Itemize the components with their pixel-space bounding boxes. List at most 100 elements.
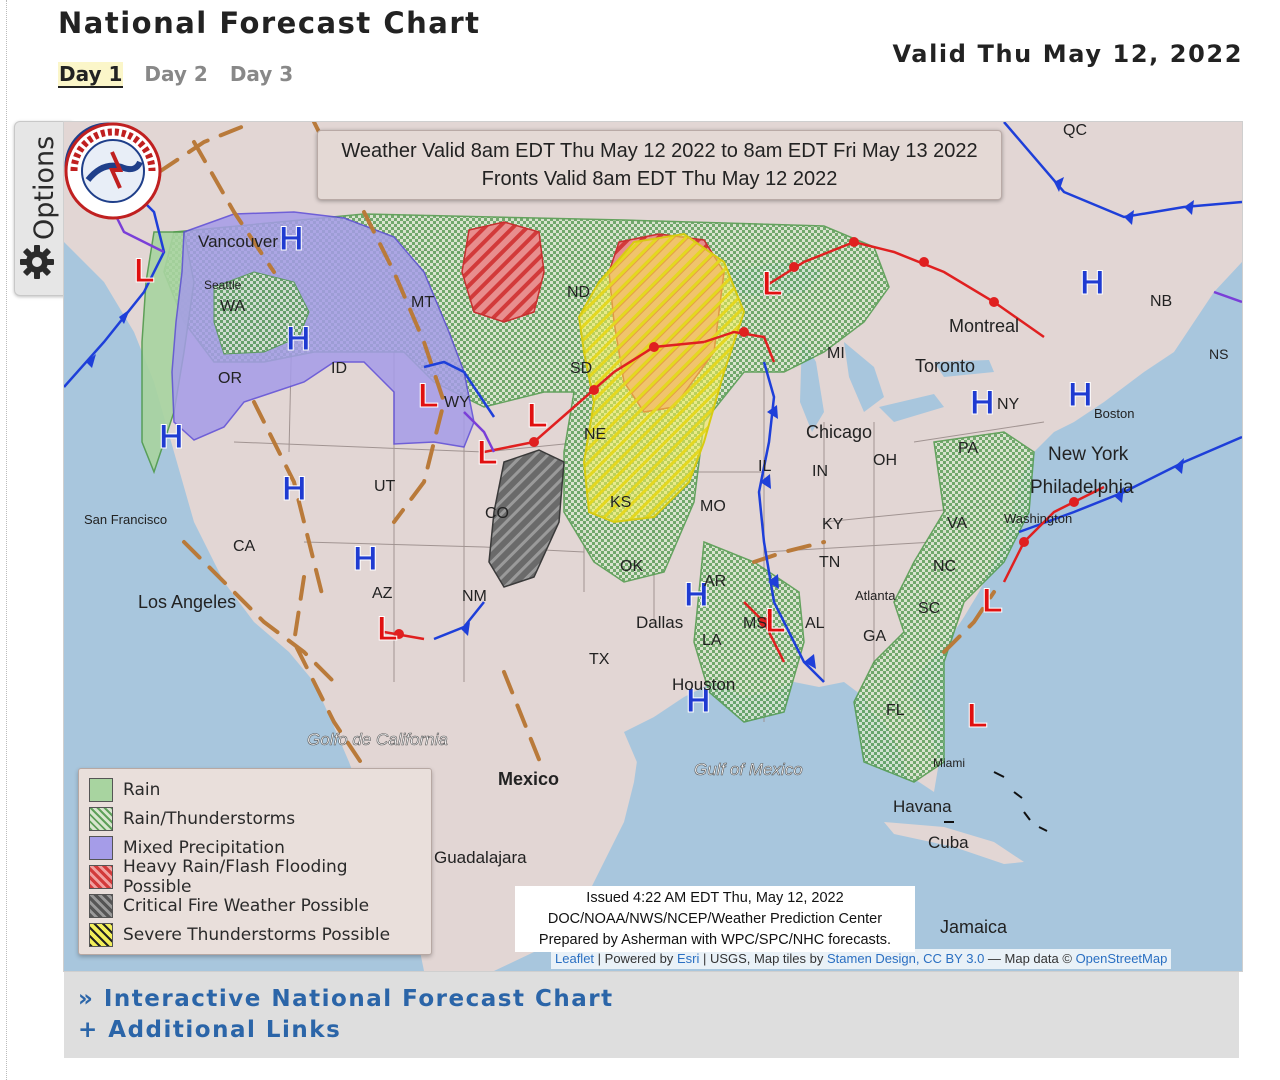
issued-box: Issued 4:22 AM EDT Thu, May 12, 2022 DOC… bbox=[515, 886, 915, 952]
label-ks: KS bbox=[610, 494, 632, 511]
validity-box: Weather Valid 8am EDT Thu May 12 2022 to… bbox=[317, 130, 1002, 200]
legend-item: Heavy Rain/Flash Flooding Possible bbox=[89, 857, 421, 897]
label-houston: Houston bbox=[672, 675, 736, 694]
label-dallas: Dallas bbox=[636, 613, 684, 632]
legend-swatch-fire-weather bbox=[89, 893, 113, 918]
label-ky: KY bbox=[822, 516, 844, 533]
map-legend: Rain Rain/Thunderstorms Mixed Precipitat… bbox=[78, 768, 432, 955]
legend-label: Mixed Precipitation bbox=[123, 837, 285, 858]
tab-day-3[interactable]: Day 3 bbox=[229, 62, 294, 86]
options-tab[interactable]: Options bbox=[14, 121, 72, 296]
label-ca: CA bbox=[233, 538, 256, 555]
label-ns: NS bbox=[1209, 346, 1229, 362]
attribution-usgs: | USGS, Map tiles by bbox=[702, 951, 824, 966]
label-co: CO bbox=[485, 505, 509, 522]
label-mi: MI bbox=[827, 345, 845, 362]
svg-text:L: L bbox=[762, 265, 783, 303]
label-wa: WA bbox=[220, 298, 246, 315]
links-bar: » Interactive National Forecast Chart + … bbox=[64, 972, 1239, 1058]
label-va: VA bbox=[947, 515, 968, 532]
label-ga: GA bbox=[863, 628, 887, 645]
tab-day-1[interactable]: Day 1 bbox=[58, 62, 124, 88]
label-havana: Havana bbox=[893, 797, 952, 816]
interactive-chart-link[interactable]: » Interactive National Forecast Chart bbox=[78, 986, 614, 1012]
label-sc: SC bbox=[918, 600, 941, 617]
label-toronto: Toronto bbox=[915, 356, 976, 376]
cc-link[interactable]: , CC BY 3.0 bbox=[915, 951, 985, 966]
valid-date-label: Valid Thu May 12, 2022 bbox=[892, 40, 1243, 68]
page-title: National Forecast Chart bbox=[58, 6, 481, 40]
label-sd: SD bbox=[570, 360, 593, 377]
additional-links-toggle[interactable]: + Additional Links bbox=[78, 1017, 342, 1043]
label-nd: ND bbox=[567, 284, 591, 301]
nws-logo bbox=[64, 122, 162, 220]
label-mt: MT bbox=[411, 294, 435, 311]
legend-item: Mixed Precipitation bbox=[89, 833, 421, 862]
tab-day-2[interactable]: Day 2 bbox=[144, 62, 208, 86]
label-philadelphia: Philadelphia bbox=[1030, 477, 1134, 498]
label-az: AZ bbox=[372, 585, 393, 602]
label-ne: NE bbox=[584, 426, 607, 443]
label-washington: Washington bbox=[1004, 511, 1073, 526]
gear-icon bbox=[20, 245, 54, 279]
legend-swatch-rain-thunderstorms bbox=[89, 806, 113, 831]
label-tn: TN bbox=[819, 554, 841, 571]
issued-time: Issued 4:22 AM EDT Thu, May 12, 2022 bbox=[586, 890, 844, 906]
label-in: IN bbox=[812, 463, 828, 480]
label-cuba: Cuba bbox=[928, 833, 969, 852]
esri-link[interactable]: Esri bbox=[676, 951, 700, 966]
label-ut: UT bbox=[374, 478, 396, 495]
svg-text:L: L bbox=[765, 602, 786, 640]
label-ok: OK bbox=[620, 558, 644, 575]
label-nc: NC bbox=[933, 558, 957, 575]
label-fl: FL bbox=[886, 702, 905, 719]
label-il: IL bbox=[758, 458, 772, 475]
legend-swatch-mixed-precip bbox=[89, 835, 113, 860]
legend-label: Rain/Thunderstorms bbox=[123, 808, 296, 829]
weather-valid-text: Weather Valid 8am EDT Thu May 12 2022 to… bbox=[341, 140, 978, 162]
label-san-francisco: San Francisco bbox=[84, 512, 168, 527]
page-left-rule bbox=[6, 0, 7, 1080]
svg-text:L: L bbox=[418, 377, 439, 415]
label-ny: NY bbox=[997, 396, 1020, 413]
svg-text:H: H bbox=[684, 576, 709, 614]
label-golfo-de-california: Golfo de California bbox=[307, 730, 448, 750]
options-label: Options bbox=[29, 135, 60, 240]
legend-swatch-severe-thunderstorms bbox=[89, 922, 113, 947]
legend-item: Rain/Thunderstorms bbox=[89, 804, 421, 833]
label-qc: QC bbox=[1063, 122, 1087, 139]
svg-text:H: H bbox=[1068, 376, 1093, 414]
leaflet-link[interactable]: Leaflet bbox=[555, 951, 595, 966]
svg-text:H: H bbox=[970, 384, 995, 422]
label-al: AL bbox=[805, 615, 825, 632]
osm-link[interactable]: OpenStreetMap bbox=[1075, 951, 1168, 966]
label-boston: Boston bbox=[1094, 406, 1135, 421]
legend-item: Critical Fire Weather Possible bbox=[89, 891, 421, 920]
svg-text:L: L bbox=[967, 697, 988, 735]
forecast-map[interactable]: H H H H H H H H H H L L L L L L L L L bbox=[63, 121, 1243, 972]
label-miami: Miami bbox=[933, 756, 965, 770]
label-chicago: Chicago bbox=[806, 422, 873, 442]
label-atlanta: Atlanta bbox=[855, 588, 896, 603]
label-ar: AR bbox=[704, 573, 727, 590]
issued-agency: DOC/NOAA/NWS/NCEP/Weather Prediction Cen… bbox=[547, 911, 883, 927]
map-attribution: Leaflet | Powered by Esri | USGS, Map ti… bbox=[551, 949, 1172, 969]
svg-text:L: L bbox=[477, 434, 498, 472]
legend-label: Critical Fire Weather Possible bbox=[123, 895, 370, 916]
label-montreal: Montreal bbox=[949, 316, 1020, 336]
label-los-angeles: Los Angeles bbox=[138, 592, 237, 612]
legend-item: Severe Thunderstorms Possible bbox=[89, 920, 421, 949]
label-wy: WY bbox=[444, 394, 470, 411]
attribution-mapdata: — Map data © bbox=[987, 951, 1072, 966]
svg-text:H: H bbox=[1080, 264, 1105, 302]
legend-label: Severe Thunderstorms Possible bbox=[123, 924, 391, 945]
svg-text:H: H bbox=[159, 418, 184, 456]
attribution-powered: | Powered by bbox=[597, 951, 674, 966]
legend-label: Rain bbox=[123, 779, 161, 800]
label-la: LA bbox=[702, 632, 722, 649]
svg-text:H: H bbox=[282, 470, 307, 508]
label-mexico: Mexico bbox=[498, 769, 560, 789]
stamen-link[interactable]: Stamen Design bbox=[827, 951, 916, 966]
day-tabs: Day 1 Day 2 Day 3 bbox=[58, 62, 294, 88]
svg-text:H: H bbox=[353, 540, 378, 578]
